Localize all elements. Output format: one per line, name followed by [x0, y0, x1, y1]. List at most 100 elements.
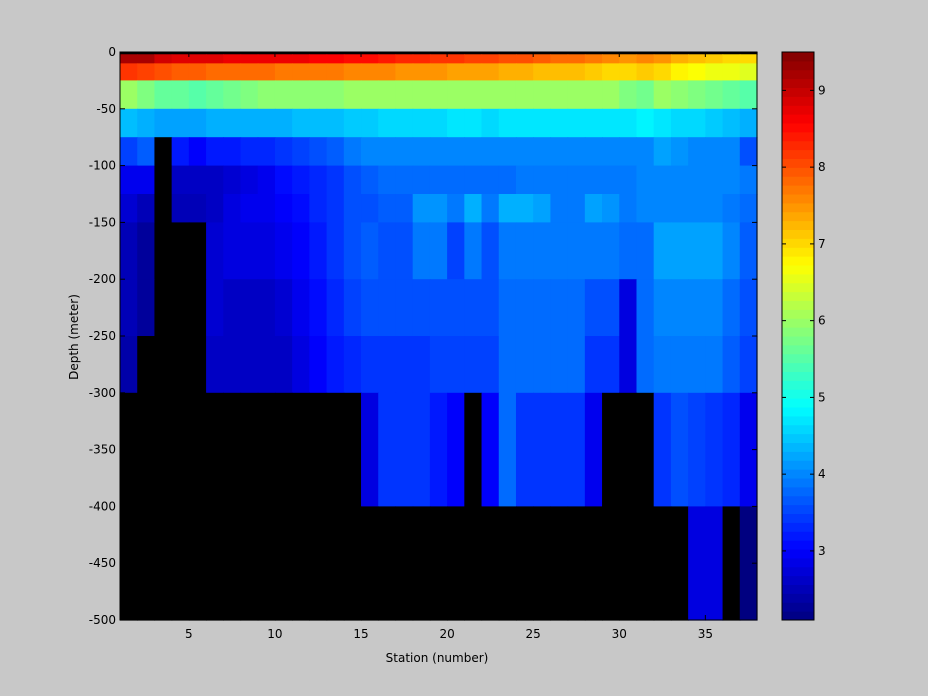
heatmap-cell: [722, 54, 741, 64]
heatmap-cell: [619, 137, 638, 167]
heatmap-cell: [447, 506, 465, 621]
heatmap-cell: [240, 165, 259, 195]
heatmap-cell: [533, 165, 552, 195]
heatmap-cell: [206, 222, 224, 280]
heatmap-cell: [292, 222, 310, 280]
heatmap-cell: [705, 222, 724, 280]
heatmap-cell: [361, 52, 379, 55]
heatmap-cell: [670, 165, 689, 195]
y-tick-label: -300: [89, 386, 116, 400]
heatmap-cell: [533, 52, 552, 55]
heatmap-cell: [412, 52, 431, 55]
heatmap-cell: [361, 336, 379, 394]
heatmap-cell: [705, 137, 724, 167]
colorbar-segment: [782, 265, 814, 275]
heatmap-cell: [567, 336, 586, 394]
heatmap-cell: [670, 222, 689, 280]
heatmap-cell: [206, 336, 224, 394]
heatmap-cell: [688, 54, 706, 64]
heatmap-cell: [533, 392, 552, 507]
heatmap-cell: [533, 137, 552, 167]
heatmap-cell: [240, 80, 259, 110]
heatmap-cell: [550, 506, 569, 621]
heatmap-cell: [361, 506, 379, 621]
heatmap-cell: [412, 506, 431, 621]
heatmap-cell: [361, 222, 379, 280]
heatmap-cell: [240, 54, 259, 64]
heatmap-cell: [584, 54, 603, 64]
colorbar-segment: [782, 114, 814, 124]
heatmap-cells: [120, 52, 758, 621]
heatmap-cell: [670, 392, 689, 507]
y-tick-label: -150: [89, 215, 116, 229]
heatmap-cell: [206, 54, 224, 64]
y-tick-label: -500: [89, 613, 116, 627]
heatmap-cell: [447, 336, 465, 394]
x-axis-ticks: 5 10 15 20 25 30 35: [185, 52, 713, 641]
colorbar-tick-label: 4: [818, 467, 826, 481]
heatmap-cell: [223, 80, 242, 110]
heatmap-cell: [567, 222, 586, 280]
heatmap-cell: [705, 279, 724, 337]
heatmap-cell: [550, 222, 569, 280]
heatmap-cell: [257, 392, 276, 507]
colorbar-segment: [782, 362, 814, 373]
heatmap-cell: [137, 80, 156, 110]
heatmap-cell: [464, 52, 483, 55]
heatmap-cell: [395, 54, 414, 64]
heatmap-cell: [292, 52, 310, 55]
heatmap-cell: [602, 80, 620, 110]
heatmap-cell: [429, 80, 448, 110]
heatmap-cell: [378, 63, 397, 81]
colorbar-tick-label: 7: [818, 237, 826, 251]
heatmap-cell: [567, 194, 586, 223]
heatmap-cell: [257, 63, 276, 81]
heatmap-cell: [636, 506, 655, 621]
heatmap-cell: [533, 222, 552, 280]
heatmap-cell: [395, 194, 414, 223]
heatmap-cell: [636, 108, 655, 138]
colorbar-segment: [782, 123, 814, 133]
heatmap-cell: [240, 222, 259, 280]
heatmap-cell: [206, 63, 224, 81]
colorbar-segment: [782, 140, 814, 151]
heatmap-cell: [447, 392, 465, 507]
heatmap-cell: [188, 52, 207, 55]
heatmap-cell: [343, 52, 362, 55]
heatmap-cell: [274, 506, 293, 621]
heatmap-cell: [292, 63, 310, 81]
heatmap-cell: [378, 392, 397, 507]
heatmap-cell: [567, 54, 586, 64]
heatmap-cell: [722, 137, 741, 167]
heatmap-cell: [274, 392, 293, 507]
heatmap-cell: [722, 80, 741, 110]
colorbar-segment: [782, 353, 814, 364]
heatmap-cell: [395, 137, 414, 167]
heatmap-cell: [292, 506, 310, 621]
heatmap-cell: [739, 165, 758, 195]
heatmap-cell: [188, 194, 207, 223]
heatmap-cell: [120, 54, 138, 64]
heatmap-cell: [171, 80, 190, 110]
heatmap-cell: [412, 279, 431, 337]
heatmap-cell: [309, 52, 328, 55]
heatmap-cell: [464, 506, 483, 621]
y-tick-label: 0: [108, 45, 116, 59]
heatmap-cell: [343, 108, 362, 138]
heatmap-cell: [567, 137, 586, 167]
heatmap-cell: [602, 506, 620, 621]
colorbar-segment: [782, 611, 814, 621]
colorbar-segment: [782, 389, 814, 399]
heatmap-cell: [395, 279, 414, 337]
heatmap-cell: [481, 108, 500, 138]
heatmap-cell: [292, 392, 310, 507]
heatmap-cell: [326, 194, 345, 223]
colorbar-segment: [782, 105, 814, 115]
heatmap-cell: [636, 194, 655, 223]
heatmap-cell: [636, 392, 655, 507]
colorbar-segment: [782, 238, 814, 248]
heatmap-cell: [309, 80, 328, 110]
heatmap-cell: [447, 63, 465, 81]
heatmap-cell: [171, 222, 190, 280]
colorbar-segment: [782, 78, 814, 89]
